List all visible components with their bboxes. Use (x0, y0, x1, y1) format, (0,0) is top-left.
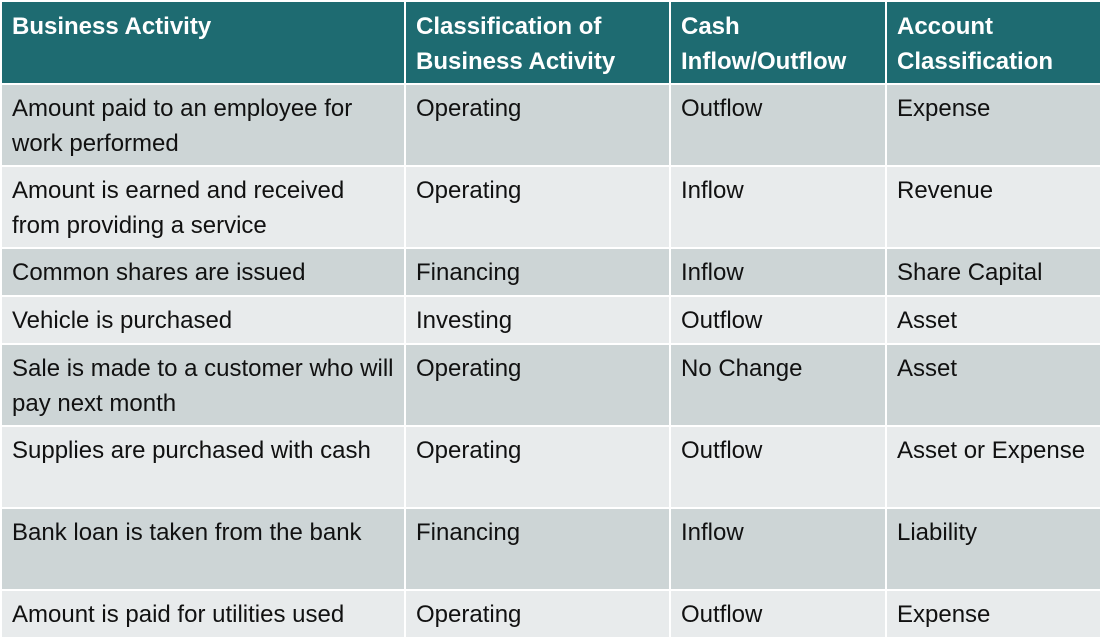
cell-business-activity: Amount paid to an employee for work perf… (0, 83, 406, 167)
cell-account-classification: Expense (885, 589, 1100, 639)
table-row: Amount is paid for utilities used Operat… (0, 589, 1100, 639)
cell-cash-flow: Inflow (669, 165, 887, 249)
table-row: Sale is made to a customer who will pay … (0, 343, 1100, 427)
cell-cash-flow: Outflow (669, 589, 887, 639)
cell-account-classification: Asset or Expense (885, 425, 1100, 509)
cell-business-activity: Supplies are purchased with cash (0, 425, 406, 509)
cell-account-classification: Share Capital (885, 247, 1100, 297)
table-row: Amount is earned and received from provi… (0, 165, 1100, 249)
table-row: Vehicle is purchased Investing Outflow A… (0, 295, 1100, 345)
cell-cash-flow: Outflow (669, 83, 887, 167)
cell-business-activity: Bank loan is taken from the bank (0, 507, 406, 591)
cell-cash-flow: Inflow (669, 247, 887, 297)
cell-cash-flow: Inflow (669, 507, 887, 591)
cell-account-classification: Expense (885, 83, 1100, 167)
cell-business-activity: Vehicle is purchased (0, 295, 406, 345)
cell-classification: Operating (404, 165, 671, 249)
table-row: Bank loan is taken from the bank Financi… (0, 507, 1100, 591)
cell-cash-flow: Outflow (669, 425, 887, 509)
cell-classification: Operating (404, 589, 671, 639)
cell-business-activity: Common shares are issued (0, 247, 406, 297)
table-row: Common shares are issued Financing Inflo… (0, 247, 1100, 297)
header-classification: Classification of Business Activity (404, 0, 671, 85)
cell-classification: Operating (404, 343, 671, 427)
table-row: Amount paid to an employee for work perf… (0, 83, 1100, 167)
cell-classification: Operating (404, 83, 671, 167)
header-account-classification: Account Classification (885, 0, 1100, 85)
cell-business-activity: Amount is paid for utilities used (0, 589, 406, 639)
cell-business-activity: Amount is earned and received from provi… (0, 165, 406, 249)
cell-classification: Financing (404, 507, 671, 591)
cell-cash-flow: No Change (669, 343, 887, 427)
cell-classification: Operating (404, 425, 671, 509)
cell-classification: Financing (404, 247, 671, 297)
cell-account-classification: Asset (885, 343, 1100, 427)
cell-account-classification: Liability (885, 507, 1100, 591)
table-header-row: Business Activity Classification of Busi… (0, 0, 1100, 85)
cell-classification: Investing (404, 295, 671, 345)
header-cash-flow: Cash Inflow/Outflow (669, 0, 887, 85)
header-business-activity: Business Activity (0, 0, 406, 85)
cell-account-classification: Asset (885, 295, 1100, 345)
table-row: Supplies are purchased with cash Operati… (0, 425, 1100, 509)
cell-account-classification: Revenue (885, 165, 1100, 249)
cell-business-activity: Sale is made to a customer who will pay … (0, 343, 406, 427)
cell-cash-flow: Outflow (669, 295, 887, 345)
